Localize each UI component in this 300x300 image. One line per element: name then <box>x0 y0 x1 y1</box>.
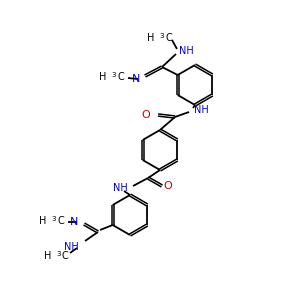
Text: H: H <box>147 33 154 43</box>
Text: 3: 3 <box>159 33 164 39</box>
Text: C: C <box>165 33 172 43</box>
Text: NH: NH <box>64 242 79 252</box>
Text: C: C <box>62 251 69 261</box>
Text: NH: NH <box>113 183 128 193</box>
Text: O: O <box>163 181 172 191</box>
Text: H: H <box>44 251 51 261</box>
Text: O: O <box>141 110 150 120</box>
Text: H: H <box>99 72 106 82</box>
Text: NH: NH <box>179 46 194 56</box>
Text: NH: NH <box>194 105 209 115</box>
Text: 3: 3 <box>51 216 56 222</box>
Text: 3: 3 <box>56 251 61 257</box>
Text: C: C <box>117 72 124 82</box>
Text: N: N <box>132 74 140 84</box>
Text: C: C <box>57 216 64 226</box>
Text: N: N <box>70 217 78 227</box>
Text: 3: 3 <box>111 72 116 78</box>
Text: H: H <box>39 216 46 226</box>
